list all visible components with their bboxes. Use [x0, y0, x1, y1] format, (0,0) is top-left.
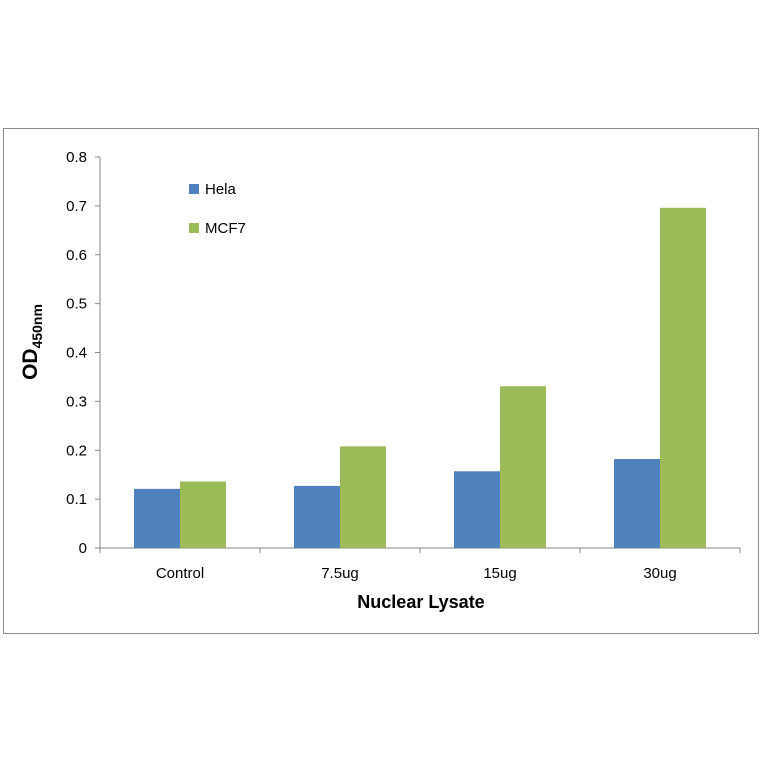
legend: Hela MCF7 [189, 181, 246, 237]
legend-label-mcf7: MCF7 [205, 220, 246, 237]
bar-mcf7-7-5ug [340, 446, 386, 548]
bar-hela-7-5ug [294, 485, 340, 548]
x-tick-label: 7.5ug [321, 565, 359, 582]
bars [134, 207, 706, 548]
bar-mcf7-30ug [660, 207, 706, 548]
y-tick-label: 0 [79, 540, 87, 557]
x-axis: Control 7.5ug 15ug 30ug [99, 547, 741, 582]
y-tick-label: 0.3 [66, 393, 87, 410]
y-axis: 0 0.1 0.2 0.3 0.4 0.5 0.6 0.7 0.8 [66, 149, 101, 557]
chart-frame [3, 128, 759, 634]
y-tick-label: 0.5 [66, 296, 87, 313]
y-tick-label: 0.8 [66, 149, 87, 166]
y-axis-title: OD450nm [19, 304, 45, 380]
y-axis-title-main: OD [19, 348, 42, 380]
bar-mcf7-15ug [500, 386, 546, 548]
bar-hela-15ug [454, 471, 500, 548]
x-tick-label: 15ug [483, 565, 516, 582]
y-tick-label: 0.7 [66, 198, 87, 215]
x-axis-title: Nuclear Lysate [357, 592, 484, 612]
y-tick-label: 0.1 [66, 491, 87, 508]
legend-label-hela: Hela [205, 181, 237, 198]
x-tick-label: Control [156, 565, 204, 582]
y-axis-title-subscript: 450nm [29, 304, 45, 348]
legend-swatch-mcf7 [189, 223, 199, 233]
y-tick-label: 0.6 [66, 247, 87, 264]
bar-hela-control [134, 488, 180, 548]
legend-swatch-hela [189, 184, 199, 194]
y-tick-label: 0.2 [66, 442, 87, 459]
bar-hela-30ug [614, 459, 660, 548]
bar-mcf7-control [180, 481, 226, 548]
y-tick-label: 0.4 [66, 345, 87, 362]
x-tick-label: 30ug [643, 565, 676, 582]
